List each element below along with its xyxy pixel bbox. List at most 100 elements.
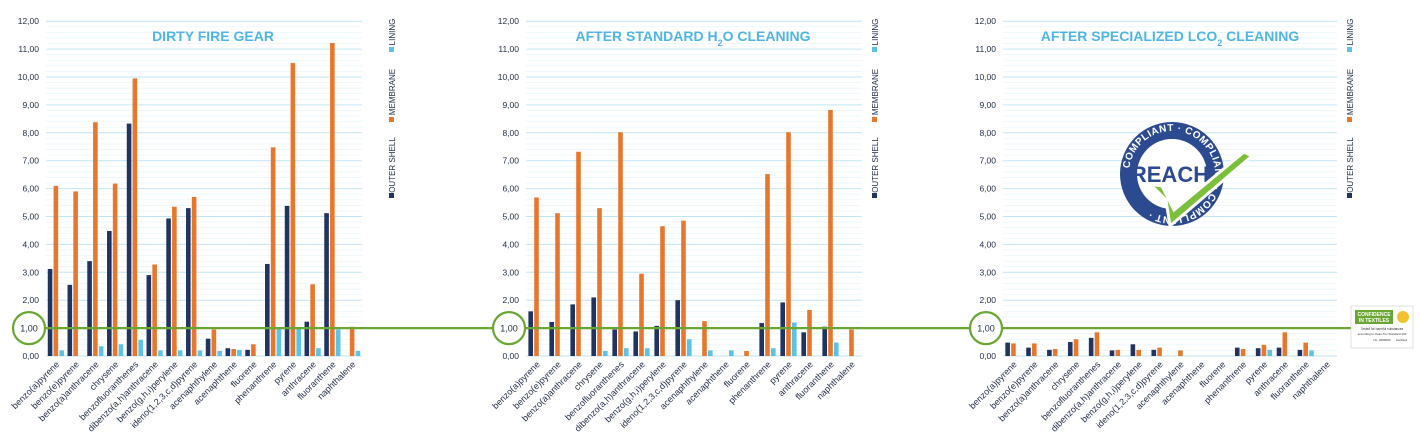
bar-outer_shell bbox=[1109, 350, 1115, 356]
bar-membrane bbox=[1178, 350, 1183, 356]
bar-membrane bbox=[93, 122, 98, 356]
chart-panel-3: 0,00 1,00 2,00 3,00 4,00 5,00 6,00 7,00 8,00 9,00… bbox=[967, 16, 1355, 433]
bar-lining bbox=[687, 339, 692, 356]
bar-membrane bbox=[191, 196, 197, 356]
legend: OUTER SHELL MEMBRANE LINING bbox=[871, 19, 880, 198]
bar-membrane bbox=[660, 226, 665, 356]
bar-membrane bbox=[786, 132, 791, 356]
y-tick-label: 4,00 bbox=[502, 239, 519, 249]
bar-membrane bbox=[744, 350, 749, 356]
bar-lining bbox=[316, 348, 321, 356]
oeko-sun-icon bbox=[1397, 311, 1409, 323]
y-tick-label: 0,00 bbox=[22, 351, 39, 361]
threshold-circle bbox=[491, 311, 527, 346]
chart-title: DIRTY FIRE GEAR bbox=[152, 28, 274, 44]
bar-outer_shell bbox=[1297, 349, 1303, 356]
bar-outer_shell bbox=[1047, 349, 1052, 356]
y-tick-label: 11,00 bbox=[498, 44, 519, 54]
title-subscript: 2 bbox=[1217, 38, 1222, 48]
bar-membrane bbox=[1011, 343, 1016, 356]
bar-lining bbox=[276, 328, 282, 356]
bar-outer_shell bbox=[1151, 349, 1157, 356]
y-tick-label: 6,00 bbox=[979, 184, 996, 194]
bar-lining bbox=[708, 350, 713, 356]
chart-title: AFTER STANDARD H2O CLEANING bbox=[576, 28, 811, 48]
bar-membrane bbox=[112, 183, 118, 356]
chart-panel-1: 0,00 1,00 2,00 3,00 4,00 5,00 6,00 7,00 8,00 9,00… bbox=[10, 16, 397, 433]
legend-label-outer_shell: OUTER SHELL bbox=[388, 137, 397, 193]
threshold-circle bbox=[11, 311, 47, 346]
y-tick-label: 0,00 bbox=[502, 351, 519, 361]
bar-membrane bbox=[828, 109, 833, 356]
bar-outer_shell bbox=[1255, 348, 1261, 356]
y-tick-label: 3,00 bbox=[502, 267, 519, 277]
bar-outer_shell bbox=[822, 326, 827, 356]
bar-membrane bbox=[849, 329, 854, 356]
bar-outer_shell bbox=[1130, 344, 1136, 356]
bar-lining bbox=[237, 349, 242, 356]
y-tick-label: 12,00 bbox=[975, 16, 997, 26]
legend-swatch-membrane bbox=[872, 117, 877, 122]
title-part: AFTER SPECIALIZED LCO bbox=[1041, 28, 1218, 44]
bar-lining bbox=[1309, 350, 1314, 356]
bar-membrane bbox=[681, 220, 686, 356]
badge-reach-text: REACH bbox=[1131, 162, 1209, 187]
y-tick-label: 11,00 bbox=[975, 44, 996, 54]
y-tick-label: 12,00 bbox=[498, 16, 520, 26]
bar-membrane bbox=[1032, 343, 1037, 356]
bar-outer_shell bbox=[265, 263, 270, 356]
bar-outer_shell bbox=[126, 123, 132, 356]
bar-outer_shell bbox=[245, 349, 250, 356]
y-tick-label: 8,00 bbox=[502, 128, 519, 138]
y-tick-label: 6,00 bbox=[502, 184, 519, 194]
bar-lining bbox=[834, 342, 839, 356]
oeko-band bbox=[1355, 310, 1393, 324]
bar-outer_shell bbox=[324, 213, 329, 356]
bar-outer_shell bbox=[166, 218, 171, 356]
bar-outer_shell bbox=[801, 332, 806, 356]
legend-swatch-lining bbox=[872, 47, 877, 52]
bar-membrane bbox=[211, 329, 217, 356]
y-tick-label: 3,00 bbox=[979, 267, 996, 277]
legend-label-lining: LINING bbox=[871, 19, 880, 46]
bar-outer_shell bbox=[654, 325, 659, 356]
threshold-label: 1,00 bbox=[977, 324, 995, 334]
bar-lining bbox=[118, 344, 124, 356]
bar-membrane bbox=[597, 208, 602, 356]
bar-outer_shell bbox=[1234, 347, 1240, 356]
bar-membrane bbox=[132, 78, 138, 357]
oeko-line4: according to Oeko-Tex Standard 100 bbox=[1358, 332, 1407, 336]
bar-membrane bbox=[1136, 349, 1141, 356]
bar-membrane bbox=[555, 213, 560, 356]
legend-swatch-membrane bbox=[1347, 117, 1352, 122]
bar-outer_shell bbox=[1276, 347, 1282, 356]
bar-membrane bbox=[290, 63, 296, 357]
bar-membrane bbox=[1094, 332, 1100, 356]
title-subscript: 2 bbox=[718, 38, 723, 48]
bar-membrane bbox=[1073, 339, 1079, 356]
legend-swatch-outer_shell bbox=[389, 193, 394, 198]
bar-lining bbox=[792, 322, 797, 356]
y-tick-label: 4,00 bbox=[979, 239, 996, 249]
bar-membrane bbox=[1303, 342, 1308, 356]
bar-membrane bbox=[349, 326, 355, 356]
bar-outer_shell bbox=[1005, 342, 1010, 356]
chart-panel-2: 0,00 1,00 2,00 3,00 4,00 5,00 6,00 7,00 8,00 9,00… bbox=[490, 16, 880, 433]
bar-outer_shell bbox=[87, 261, 92, 356]
bar-outer_shell bbox=[549, 321, 554, 356]
oeko-line5: No. 0000000 bbox=[1373, 338, 1391, 342]
y-tick-label: 0,00 bbox=[979, 351, 996, 361]
y-tick-label: 10,00 bbox=[498, 72, 520, 82]
legend-label-lining: LINING bbox=[1346, 19, 1355, 46]
bar-membrane bbox=[534, 197, 539, 356]
bar-membrane bbox=[1052, 349, 1058, 356]
bar-membrane bbox=[231, 349, 236, 356]
bar-outer_shell bbox=[1088, 337, 1094, 356]
bar-membrane bbox=[270, 147, 276, 356]
bar-outer_shell bbox=[1067, 342, 1073, 356]
chart-title: AFTER SPECIALIZED LCO2 CLEANING bbox=[1041, 28, 1300, 48]
chart-panels-group: 0,00 1,00 2,00 3,00 4,00 5,00 6,00 7,00 8,00 9,00… bbox=[10, 16, 1355, 433]
y-tick-label: 2,00 bbox=[502, 295, 519, 305]
bar-lining bbox=[729, 350, 734, 356]
